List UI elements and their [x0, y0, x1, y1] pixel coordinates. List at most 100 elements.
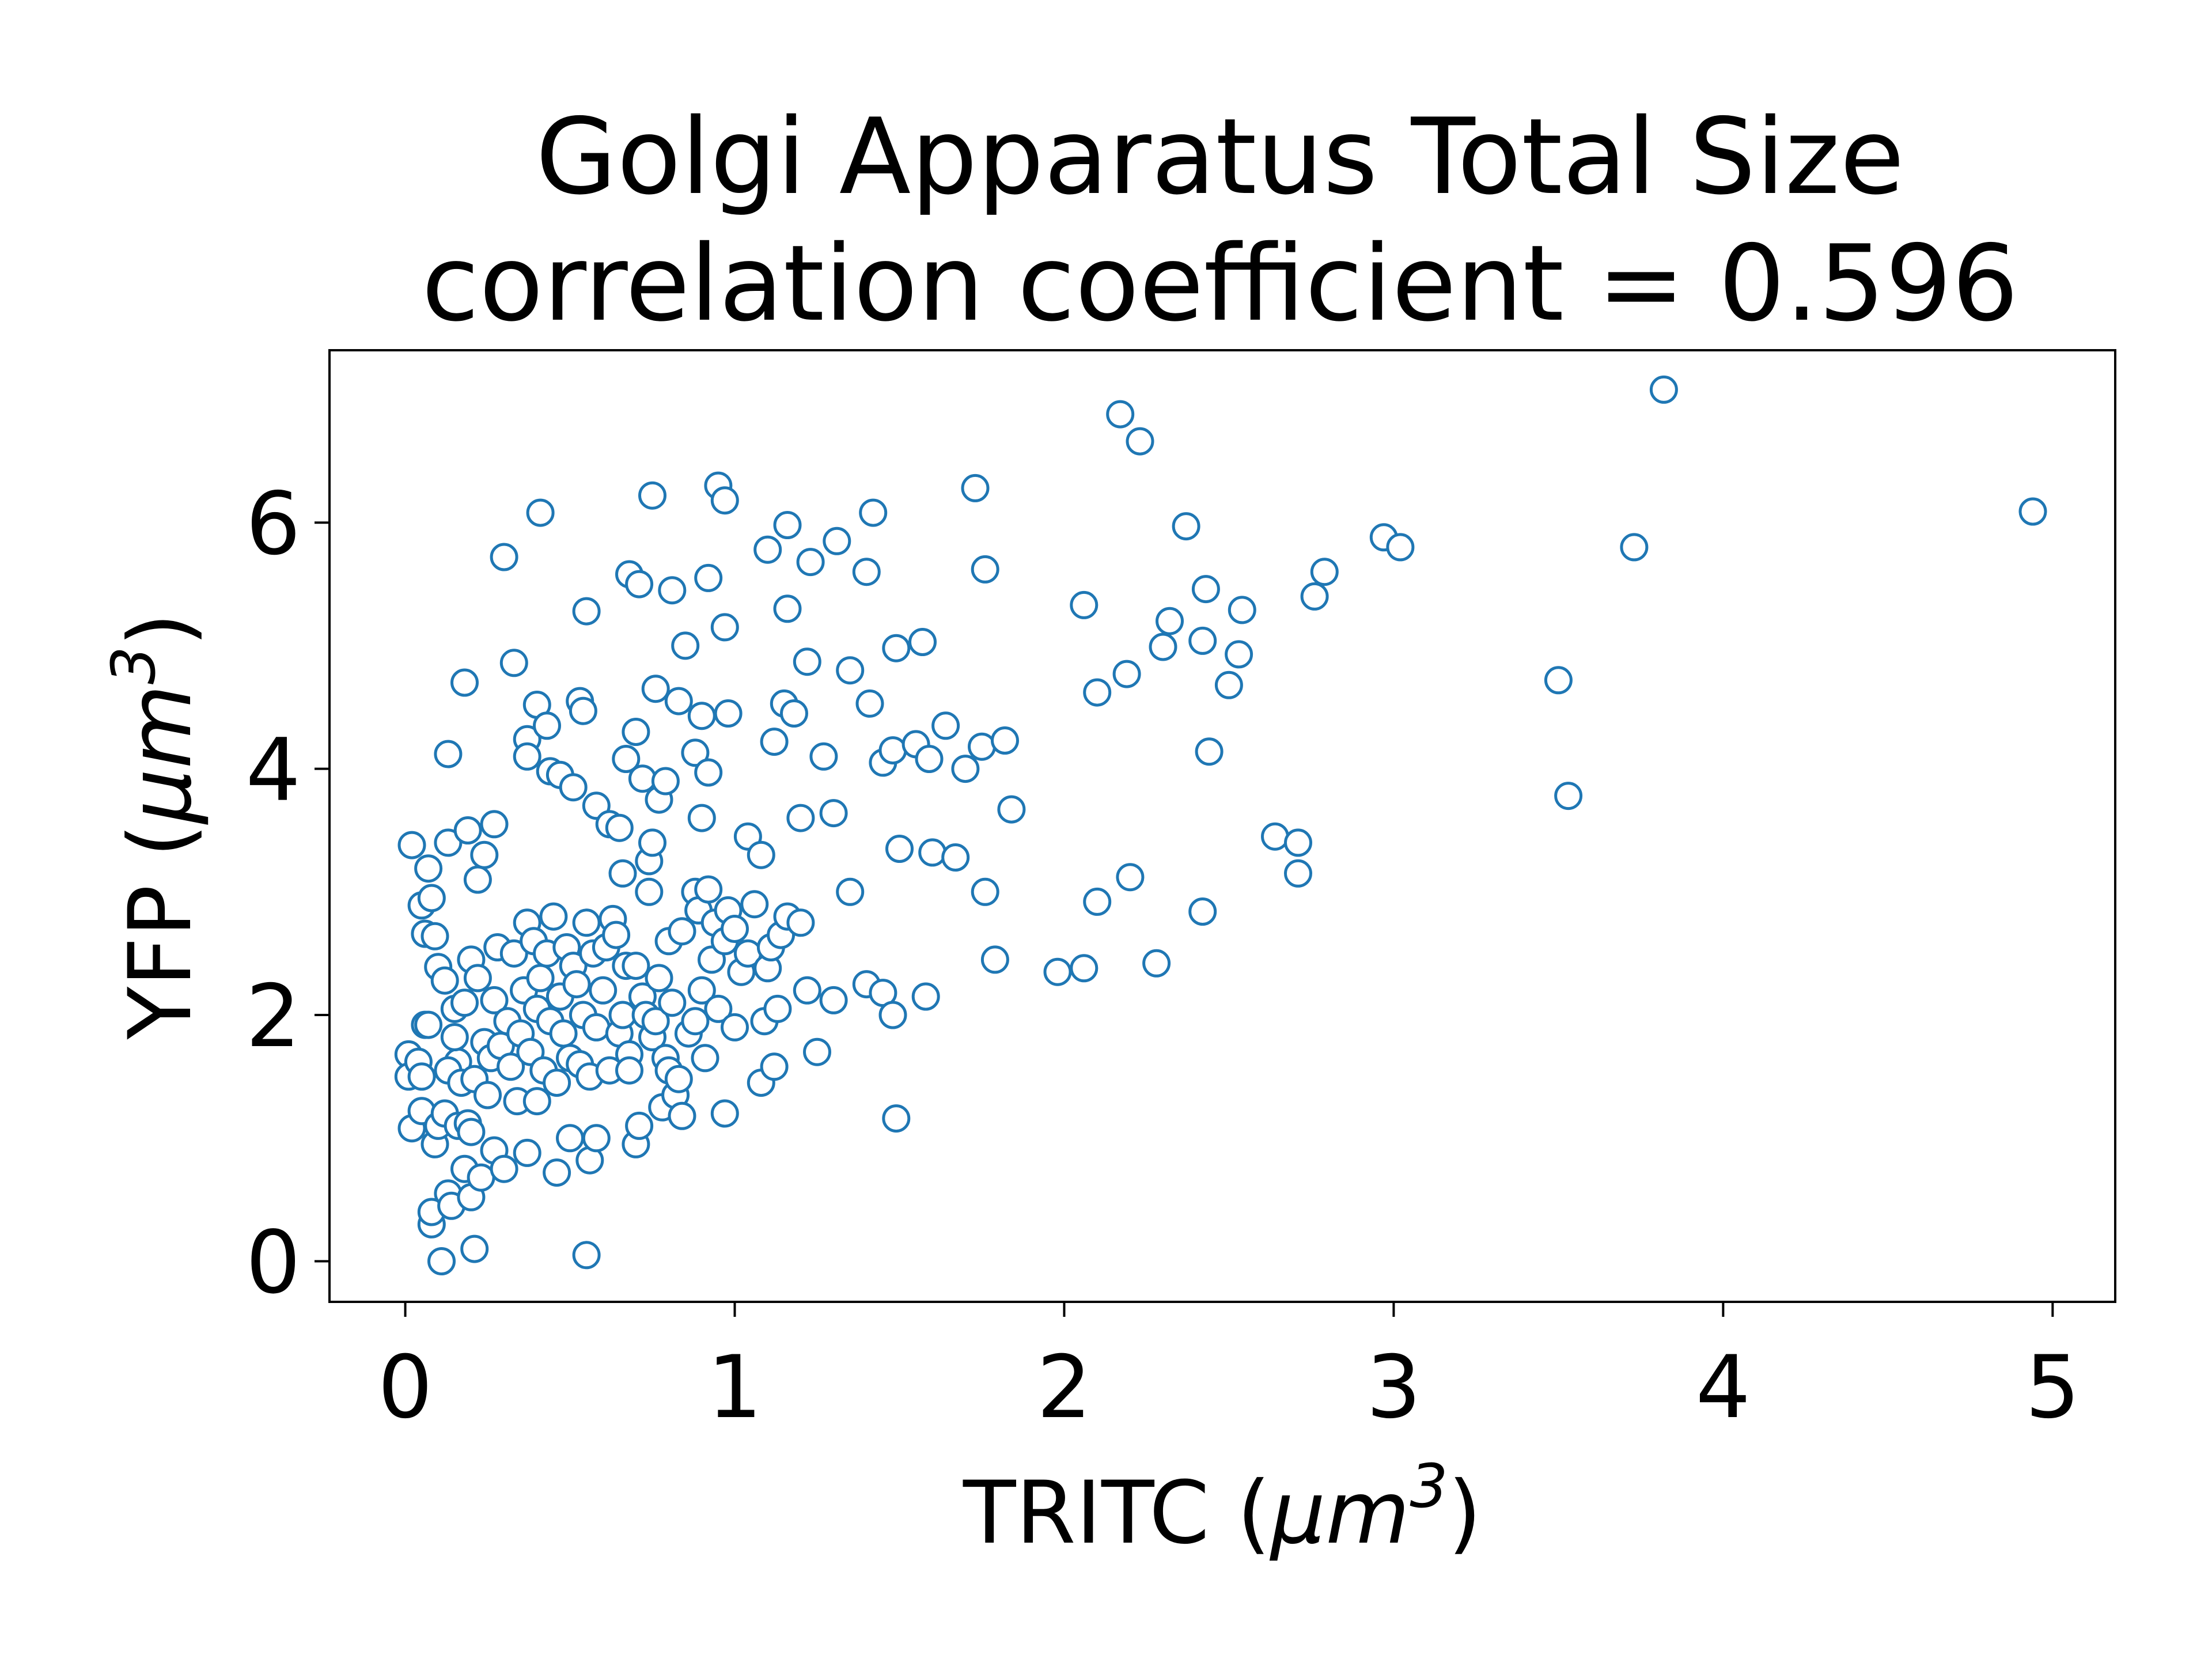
data-point [513, 742, 541, 771]
data-point [1554, 782, 1583, 810]
data-point [1188, 626, 1217, 655]
data-point [1126, 427, 1154, 456]
data-point [971, 555, 999, 584]
data-point [1149, 632, 1177, 661]
data-point [997, 795, 1026, 824]
data-point [605, 813, 634, 842]
data-point [694, 875, 723, 904]
data-point [1083, 887, 1112, 916]
data-point [819, 986, 848, 1014]
data-point [760, 728, 789, 756]
data-point [1544, 666, 1573, 695]
chart-subtitle: correlation coefficient = 0.596 [422, 222, 2018, 344]
data-point [1191, 575, 1220, 604]
data-point [971, 877, 999, 906]
data-point [882, 1104, 911, 1133]
data-point [855, 689, 884, 718]
data-point [908, 628, 937, 656]
data-point [1156, 607, 1184, 635]
x-axis-label: TRITC (μm3) [963, 1451, 1482, 1563]
data-point [559, 773, 588, 802]
data-point [694, 563, 723, 592]
data-point [490, 1154, 518, 1183]
data-point [612, 745, 641, 773]
data-point [1083, 678, 1112, 707]
data-point [1043, 957, 1072, 986]
x-axis-label-text: TRITC [963, 1463, 1210, 1563]
data-point [407, 1062, 436, 1091]
data-point [687, 804, 716, 832]
data-point [480, 986, 509, 1014]
data-point [480, 810, 509, 839]
data-point [694, 758, 723, 787]
data-point [1261, 822, 1289, 851]
y-axis-label-text: YFP [111, 885, 211, 1040]
y-tick-label: 6 [246, 474, 301, 574]
data-point [1116, 863, 1145, 892]
data-point [569, 696, 597, 725]
data-point [572, 597, 601, 626]
data-point [641, 675, 670, 703]
data-point [882, 634, 911, 662]
data-point [786, 804, 815, 832]
data-point [499, 649, 528, 677]
data-point [460, 1234, 489, 1263]
data-point [1112, 660, 1141, 688]
data-point [763, 994, 792, 1023]
data-point [878, 1001, 907, 1029]
data-point [467, 1163, 495, 1192]
data-point [499, 939, 528, 968]
data-point [668, 1101, 696, 1130]
data-point [961, 474, 990, 502]
data-point [533, 711, 561, 740]
data-point [539, 902, 568, 931]
data-point [434, 740, 463, 768]
data-point [859, 498, 888, 527]
data-point [1195, 737, 1224, 766]
data-point [522, 1087, 551, 1116]
data-point [819, 799, 848, 828]
data-point [625, 570, 654, 599]
x-tick-label: 0 [378, 1338, 433, 1438]
data-point [668, 917, 696, 946]
data-point [641, 1007, 670, 1036]
data-point [664, 1065, 693, 1093]
data-point [622, 718, 650, 746]
data-point [941, 843, 970, 872]
data-point [773, 511, 802, 539]
data-point [622, 952, 650, 980]
data-point [1188, 897, 1217, 926]
data-point [760, 1052, 789, 1081]
data-point [582, 1124, 611, 1153]
data-point [414, 854, 443, 883]
data-point [1620, 533, 1649, 562]
y-axis-label: YFP (μm3) [99, 613, 211, 1040]
data-point [1225, 640, 1253, 669]
data-point [417, 884, 446, 912]
data-point [490, 543, 518, 571]
x-tick-label: 4 [1696, 1338, 1751, 1438]
data-point [1172, 512, 1200, 541]
data-point [968, 732, 996, 761]
data-point [664, 687, 693, 715]
data-point [549, 1019, 578, 1048]
data-point [457, 1118, 486, 1146]
data-point [589, 976, 618, 1005]
data-point [543, 1158, 571, 1187]
data-point [645, 964, 673, 993]
data-point [671, 631, 700, 660]
data-point [474, 1081, 502, 1109]
data-point [427, 1247, 456, 1275]
data-point [497, 1052, 525, 1081]
data-point [721, 915, 749, 943]
data-point [526, 964, 555, 993]
data-point [450, 668, 479, 697]
data-point [1106, 400, 1135, 429]
data-point [773, 594, 802, 623]
data-point [440, 1023, 469, 1051]
data-point [556, 1124, 584, 1153]
data-point [453, 816, 482, 844]
x-axis-unit-exp: 3 [1410, 1451, 1448, 1521]
data-point [1310, 558, 1339, 586]
data-point [803, 1037, 831, 1066]
